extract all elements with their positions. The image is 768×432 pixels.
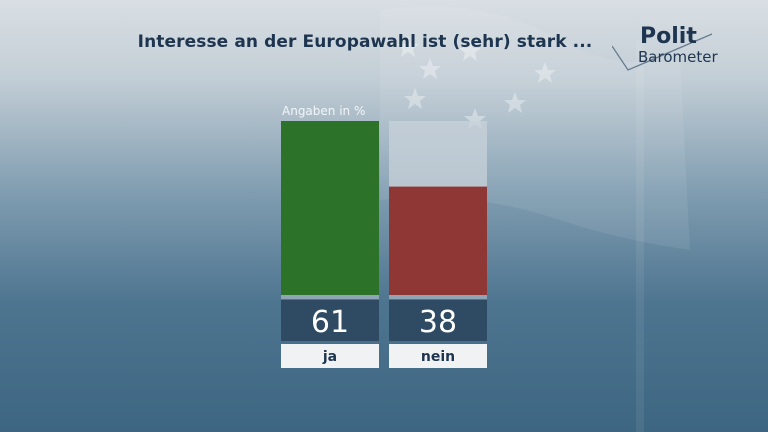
value-box-ja	[281, 300, 379, 341]
bar-baseline-ja	[281, 295, 379, 299]
category-box-ja	[281, 344, 379, 368]
logo-checkmark-icon	[612, 33, 713, 71]
bar-baseline-nein	[389, 295, 487, 299]
bar-ja	[281, 121, 379, 295]
logo-text-bottom: Barometer	[638, 48, 718, 66]
category-box-nein	[389, 344, 487, 368]
chart-title: Interesse an der Europawahl ist (sehr) s…	[137, 32, 593, 52]
value-label-ja: 61	[311, 305, 349, 340]
value-label-nein: 38	[419, 305, 457, 340]
bar-nein	[389, 186, 487, 295]
category-label-ja: ja	[322, 349, 337, 365]
category-label-nein: nein	[421, 349, 455, 365]
value-box-nein	[389, 300, 487, 341]
unit-label: Angaben in %	[282, 104, 366, 118]
logo-text-top: Polit	[640, 24, 697, 49]
politbarometer-logo: Polit Barometer	[612, 24, 732, 74]
